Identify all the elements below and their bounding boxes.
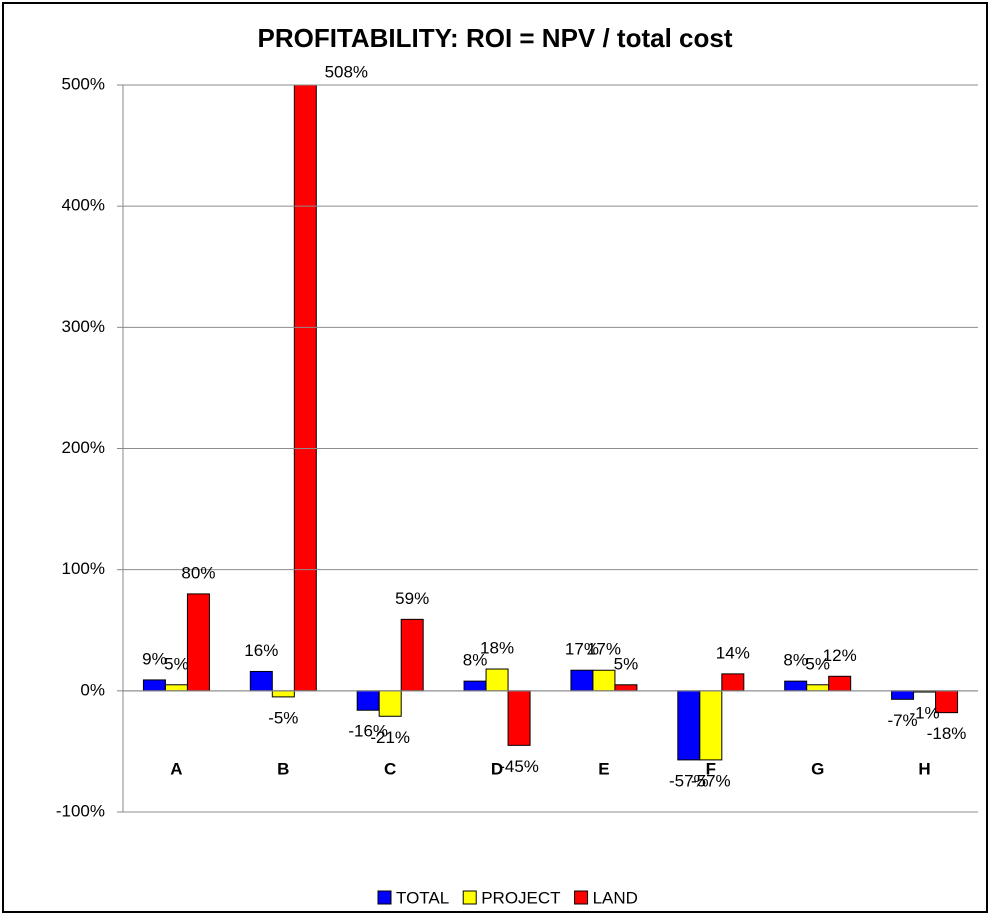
data-label: -1% bbox=[909, 704, 939, 723]
data-label: -57% bbox=[669, 771, 709, 790]
bar bbox=[463, 680, 487, 692]
bar bbox=[164, 684, 188, 692]
bar bbox=[400, 618, 424, 692]
y-tick-label: 100% bbox=[62, 559, 105, 578]
bar bbox=[806, 684, 830, 692]
plot-area bbox=[142, 85, 959, 761]
x-tick-label: D bbox=[491, 759, 503, 778]
bar bbox=[592, 669, 616, 692]
data-label: -7% bbox=[887, 711, 917, 730]
legend-swatch bbox=[574, 890, 589, 905]
data-label: 5% bbox=[805, 654, 830, 673]
x-tick-label: H bbox=[918, 759, 930, 778]
bar bbox=[293, 85, 317, 692]
data-label: -16% bbox=[348, 722, 388, 741]
bar bbox=[784, 680, 808, 692]
x-tick-label: B bbox=[277, 759, 289, 778]
x-tick-label: F bbox=[706, 759, 716, 778]
bar bbox=[677, 690, 701, 761]
bar bbox=[699, 690, 723, 761]
y-tick-label: 200% bbox=[62, 438, 105, 457]
data-label: 8% bbox=[463, 651, 488, 670]
bar bbox=[828, 675, 852, 692]
data-label: -21% bbox=[370, 728, 410, 747]
data-label: 18% bbox=[480, 639, 514, 658]
x-tick-label: E bbox=[598, 759, 609, 778]
chart-title: PROFITABILITY: ROI = NPV / total cost bbox=[257, 23, 732, 53]
data-label: 5% bbox=[614, 654, 639, 673]
bar bbox=[378, 690, 402, 717]
bar bbox=[614, 684, 638, 692]
bar bbox=[142, 679, 166, 692]
bar bbox=[507, 690, 531, 746]
bar bbox=[721, 673, 745, 692]
data-label: 59% bbox=[395, 589, 429, 608]
legend-label: PROJECT bbox=[481, 888, 560, 907]
x-tick-label: A bbox=[170, 759, 182, 778]
bar bbox=[249, 670, 273, 692]
legend-swatch bbox=[377, 890, 392, 905]
data-label: 80% bbox=[181, 563, 215, 582]
x-tick-label: G bbox=[811, 759, 824, 778]
data-label: -5% bbox=[268, 708, 298, 727]
x-tick-label: C bbox=[384, 759, 396, 778]
y-tick-label: 0% bbox=[80, 680, 105, 699]
legend-swatch bbox=[462, 890, 477, 905]
data-label: -57% bbox=[691, 771, 731, 790]
y-tick-label: 300% bbox=[62, 317, 105, 336]
bar bbox=[891, 690, 915, 700]
bar bbox=[485, 668, 509, 692]
bar bbox=[271, 690, 295, 698]
data-label: 9% bbox=[142, 649, 167, 668]
bar bbox=[356, 690, 380, 711]
data-label: 14% bbox=[716, 643, 750, 662]
data-label: -45% bbox=[499, 757, 539, 776]
bar bbox=[186, 593, 210, 692]
y-tick-label: 400% bbox=[62, 196, 105, 215]
data-label: -18% bbox=[927, 724, 967, 743]
data-label: 8% bbox=[783, 651, 808, 670]
data-label: 12% bbox=[823, 646, 857, 665]
data-label: 17% bbox=[587, 640, 621, 659]
data-label: 5% bbox=[164, 654, 189, 673]
y-tick-label: -100% bbox=[56, 801, 105, 820]
legend-label: LAND bbox=[593, 888, 638, 907]
y-tick-label: 500% bbox=[62, 74, 105, 93]
bar bbox=[570, 669, 594, 692]
data-label: 16% bbox=[244, 641, 278, 660]
data-label: 17% bbox=[565, 640, 599, 659]
legend-label: TOTAL bbox=[396, 888, 449, 907]
data-label: 508% bbox=[325, 62, 368, 81]
